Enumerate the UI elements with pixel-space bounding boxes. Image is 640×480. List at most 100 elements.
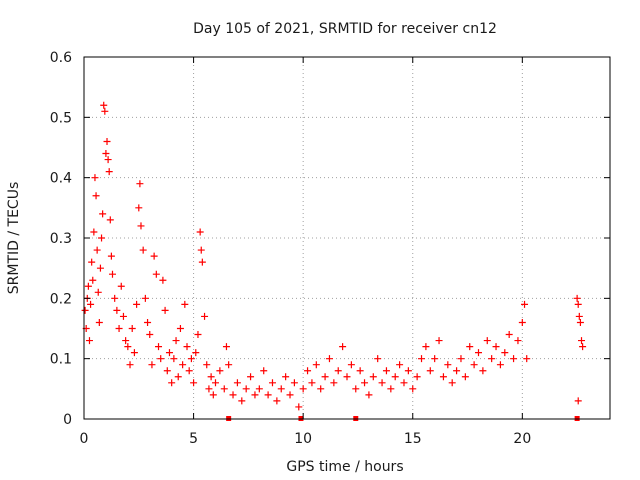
data-point <box>422 343 430 351</box>
data-point <box>137 222 145 230</box>
data-point <box>378 379 386 387</box>
data-point <box>576 318 584 326</box>
data-point <box>152 270 160 278</box>
data-point <box>374 355 382 363</box>
data-point <box>183 343 191 351</box>
data-point <box>216 367 224 375</box>
data-point <box>286 391 294 399</box>
data-point <box>391 373 399 381</box>
data-point <box>139 246 147 254</box>
data-point <box>483 337 491 345</box>
data-point <box>81 306 89 314</box>
data-point <box>185 367 193 375</box>
data-point <box>277 385 285 393</box>
data-point <box>510 355 518 363</box>
data-point <box>492 343 500 351</box>
data-point <box>523 355 531 363</box>
data-point <box>126 361 134 369</box>
data-point <box>95 318 103 326</box>
data-point <box>102 150 110 158</box>
data-point <box>334 367 342 375</box>
data-point <box>233 379 241 387</box>
data-point <box>157 355 165 363</box>
data-point <box>330 379 338 387</box>
data-point <box>431 355 439 363</box>
data-point <box>168 379 176 387</box>
data-point <box>105 168 113 176</box>
data-point <box>400 379 408 387</box>
data-point <box>273 397 281 405</box>
data-point <box>251 391 259 399</box>
x-tick-label: 15 <box>404 431 422 447</box>
data-point <box>475 349 482 357</box>
data-point <box>155 343 163 351</box>
data-point <box>466 343 474 351</box>
data-point <box>190 379 198 387</box>
data-point <box>93 246 101 254</box>
data-point <box>435 337 443 345</box>
data-point <box>103 137 111 145</box>
data-point <box>117 282 125 290</box>
data-point <box>88 258 96 266</box>
data-point <box>461 373 469 381</box>
data-point <box>387 385 395 393</box>
data-point <box>89 276 97 284</box>
data-point <box>144 318 152 326</box>
data-point <box>501 349 509 357</box>
data-point <box>574 397 582 405</box>
data-point <box>518 318 526 326</box>
data-point <box>135 204 143 212</box>
data-point <box>84 282 92 290</box>
data-point <box>260 367 268 375</box>
x-axis-label: GPS time / hours <box>286 459 403 475</box>
data-point <box>128 325 136 332</box>
data-point <box>413 373 421 381</box>
data-point <box>409 385 417 393</box>
data-point <box>505 331 513 339</box>
plot-frame <box>83 56 611 420</box>
data-point <box>174 373 182 381</box>
data-point <box>159 276 167 284</box>
data-point <box>194 331 202 339</box>
data-point <box>426 367 434 375</box>
data-point <box>418 355 426 363</box>
y-tick-label: 0.4 <box>50 171 72 187</box>
data-point <box>179 361 187 369</box>
y-tick-label: 0.1 <box>50 352 72 368</box>
data-point <box>104 156 112 164</box>
data-point <box>94 288 102 296</box>
data-point <box>165 349 173 357</box>
data-point <box>146 331 154 339</box>
data-point <box>187 355 195 363</box>
data-point <box>356 367 364 375</box>
y-tick-label: 0.6 <box>50 50 72 66</box>
data-point <box>282 373 290 381</box>
data-point <box>229 391 237 399</box>
data-point <box>161 306 169 314</box>
data-point <box>201 312 209 320</box>
data-point <box>141 294 149 302</box>
data-point <box>196 228 204 236</box>
data-point <box>225 361 233 369</box>
data-point <box>133 300 141 308</box>
data-point <box>573 294 581 302</box>
data-point <box>106 216 114 224</box>
y-axis-ticks: 0 0.1 0.2 0.3 0.4 0.5 0.6 <box>50 50 610 428</box>
data-point <box>111 294 119 302</box>
data-point <box>209 391 217 399</box>
data-point <box>172 337 180 345</box>
data-point <box>150 252 158 260</box>
data-point <box>220 385 228 393</box>
y-axis-label: SRMTID / TECUs <box>6 182 22 295</box>
data-point <box>299 385 307 393</box>
data-point <box>382 367 390 375</box>
data-point <box>170 355 178 363</box>
data-point <box>304 367 312 375</box>
data-points <box>81 101 587 411</box>
data-point <box>574 300 582 308</box>
x-tick-label: 0 <box>80 431 89 447</box>
data-point <box>136 180 144 188</box>
data-point <box>100 101 108 109</box>
data-point <box>122 337 130 345</box>
data-point <box>453 367 461 375</box>
